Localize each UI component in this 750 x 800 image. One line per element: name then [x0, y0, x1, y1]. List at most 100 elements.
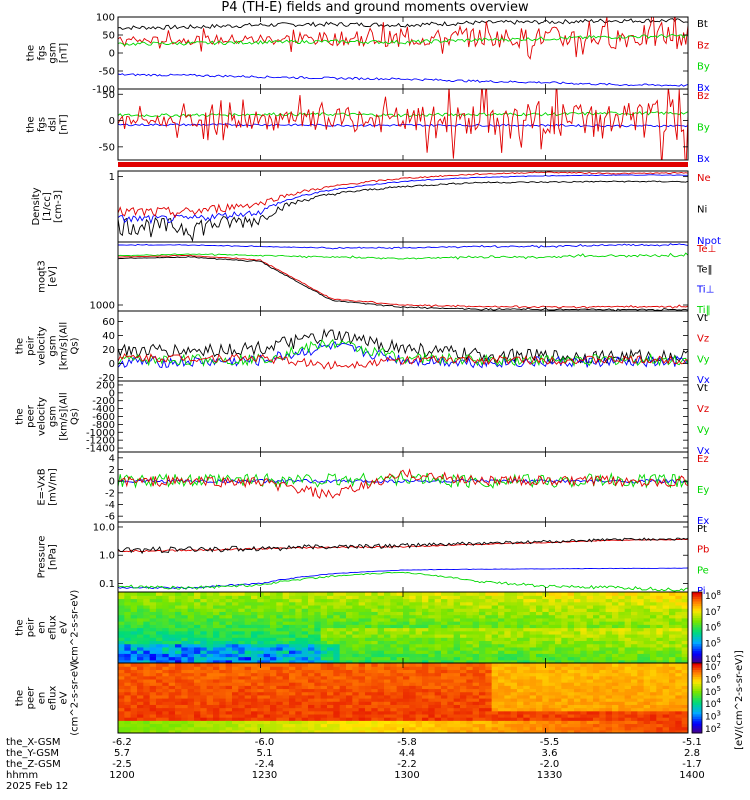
- series-group-7: [118, 468, 688, 499]
- axis-row-value: 4.4: [399, 748, 415, 759]
- y-tick-label: -50: [99, 142, 115, 153]
- axis-row-value: -1.7: [682, 759, 702, 770]
- panel-10: thepeerenefluxeV(cm^2-s-sr-eV): [15, 660, 703, 736]
- panel-6: thepeervelocitygsm[km/s](AllQs): [15, 380, 689, 453]
- series-line-By: [118, 111, 688, 118]
- legend-Ex: Ex: [697, 516, 709, 527]
- axis-row-label: the_Y-GSM: [6, 748, 59, 759]
- colorbar-tick: 106: [705, 621, 721, 634]
- panel-label-5: thepeirvelocitygsm[km/s](AllQs): [15, 322, 81, 370]
- colorbar-tick: 107: [705, 605, 721, 618]
- panel-frame: [117, 241, 689, 312]
- series-line-By: [118, 33, 688, 47]
- legend-Vx: Vx: [697, 375, 710, 386]
- series-group-1: [118, 17, 688, 87]
- y-tick-label: 0: [109, 116, 115, 127]
- panel-4: moqt3[eV]: [37, 241, 689, 312]
- colorbar-tick: 105: [705, 685, 721, 698]
- y-tick-label: -600: [92, 412, 115, 423]
- panel-2: thefgsdsl[nT]: [26, 88, 689, 161]
- legend-Ni: Ni: [697, 205, 707, 216]
- legend-Bz: Bz: [697, 91, 709, 102]
- y-tick-label: -20: [99, 373, 115, 384]
- colorbar-tick: 102: [705, 722, 721, 735]
- y-tick-label: -100: [92, 85, 115, 96]
- panel-1: thefgsgsm[nT]: [26, 16, 689, 90]
- colorbar-tick: 104: [705, 697, 721, 710]
- series-line-Bt: [118, 18, 688, 31]
- series-line-Te‖: [118, 256, 688, 311]
- series-line-Ti‖: [118, 252, 688, 260]
- axis-row-value: 1330: [537, 770, 562, 781]
- series-group-5: [118, 328, 688, 370]
- legend-Ti⊥: Ti⊥: [696, 285, 714, 296]
- legend-Pt: Pt: [697, 524, 707, 535]
- panel-label-8: Pressure[nPa]: [37, 536, 59, 579]
- series-group-2: [118, 89, 688, 160]
- axis-row-value: -6.2: [112, 737, 132, 748]
- y-tick-label: 40: [102, 331, 115, 342]
- series-group-4: [118, 243, 688, 311]
- colorbar-tick: 105: [705, 636, 721, 649]
- panel-label-6: thepeervelocitygsm[km/s](AllQs): [15, 392, 81, 440]
- axis-row-value: -2.5: [112, 759, 132, 770]
- panel-label-1: thefgsgsm[nT]: [26, 42, 70, 63]
- y-tick-label: 0: [109, 359, 115, 370]
- y-tick-label: -800: [92, 420, 115, 431]
- panel-label-4: moqt3[eV]: [37, 260, 59, 293]
- legend-Pi: Pi: [697, 586, 706, 597]
- legend-Te⊥: Te⊥: [696, 244, 716, 255]
- legend-Ez: Ez: [697, 454, 709, 465]
- axis-row-value: -2.4: [255, 759, 275, 770]
- y-tick-label: -2: [105, 488, 115, 499]
- panel-label-2: thefgsdsl[nT]: [26, 114, 70, 134]
- legend-Vz: Vz: [697, 334, 709, 345]
- y-tick-label: 1: [109, 172, 115, 183]
- panel-label-10: thepeerenefluxeV(cm^2-s-sr-eV): [15, 660, 81, 736]
- y-tick-label: 50: [102, 31, 115, 42]
- date-label: 2025 Feb 12: [6, 781, 68, 792]
- axis-row-value: 2.8: [684, 748, 700, 759]
- legend-Npot: Npot: [697, 236, 721, 247]
- axis-row-value: -5.1: [682, 737, 702, 748]
- series-group-8: [118, 537, 688, 592]
- legend-Ne: Ne: [697, 173, 711, 184]
- axis-row-value: 1400: [679, 770, 704, 781]
- y-tick-label: 10.0: [93, 522, 115, 533]
- y-tick-label: -1200: [86, 436, 115, 447]
- legend-Vt: Vt: [697, 383, 708, 394]
- legend-Pe: Pe: [697, 565, 709, 576]
- axis-row-value: 1300: [394, 770, 419, 781]
- y-tick-label: 50: [102, 90, 115, 101]
- axis-row-value: 5.1: [257, 748, 273, 759]
- series-line-Ez: [118, 468, 688, 499]
- legend-By: By: [697, 62, 710, 73]
- legend-Ey: Ey: [697, 485, 709, 496]
- legend-Vz: Vz: [697, 404, 709, 415]
- series-line-Bz: [118, 17, 688, 60]
- series-line-Vz: [118, 353, 688, 370]
- panel-frame: [117, 521, 689, 593]
- legend-By: By: [697, 123, 710, 134]
- axis-row-value: -2.0: [540, 759, 560, 770]
- axis-row-value: -5.8: [397, 737, 417, 748]
- series-line-Te⊥: [118, 254, 688, 309]
- y-tick-label: 0: [109, 49, 115, 60]
- series-line-Vx: [118, 341, 688, 369]
- panel-frame: [117, 380, 689, 453]
- colorbar-unit-label: [eV/(cm^2-s-sr-eV)]: [734, 650, 745, 750]
- series-line-Ni: [118, 180, 688, 242]
- panel-9: thepeirenefluxeV(cm^2-s-sr-eV): [15, 590, 703, 665]
- legend-Vy: Vy: [697, 425, 710, 436]
- y-tick-label: 1000: [90, 301, 115, 312]
- plot-title: P4 (TH-E) fields and ground moments over…: [221, 0, 529, 15]
- y-tick-label: -4: [105, 500, 115, 511]
- colorbar-tick: 108: [705, 589, 721, 602]
- colorbar-tick: 103: [705, 710, 721, 723]
- series-line-Pe: [118, 571, 688, 592]
- y-tick-label: 60: [102, 317, 115, 328]
- series-line-Pi: [118, 567, 688, 590]
- y-tick-label: -1400: [86, 444, 115, 455]
- axis-row-value: -6.0: [255, 737, 275, 748]
